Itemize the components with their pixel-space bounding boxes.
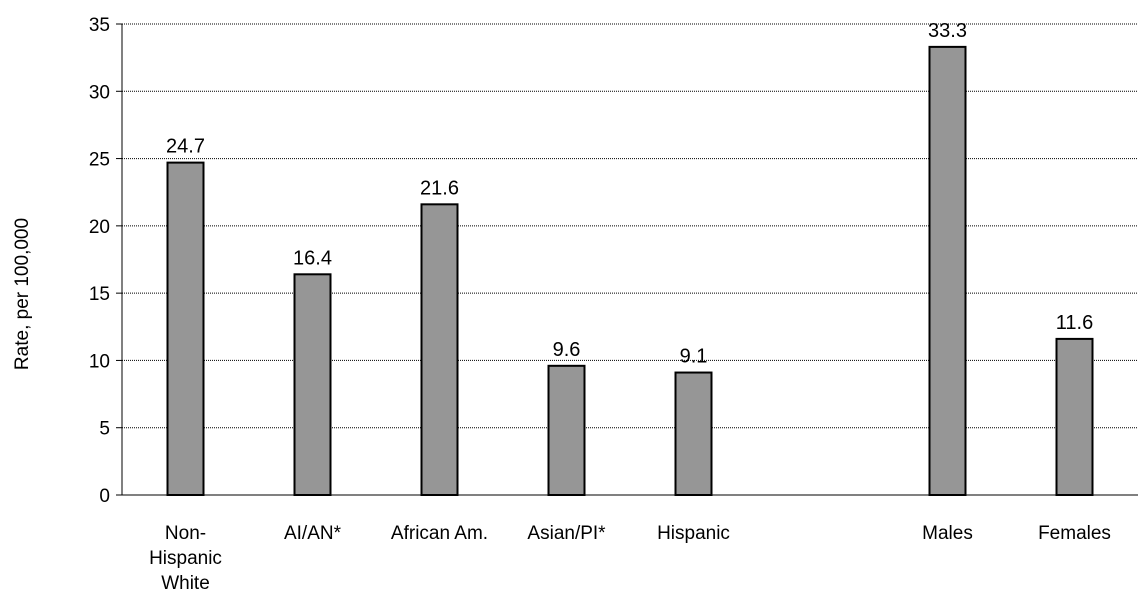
bar [674,371,713,497]
data-label: 24.7 [166,136,205,158]
bar [547,364,586,496]
x-tick-label: Non- [165,523,206,544]
x-tick-label: White [161,573,210,594]
y-tick-label: 25 [89,150,110,171]
x-tick-label: AI/AN* [284,523,342,544]
axes: 0 5 10 15 20 25 30 35 [89,15,1138,507]
x-tick-label: African Am. [391,523,488,544]
x-tick-label: Females [1038,523,1111,544]
y-axis-title: Rate, per 100,000 [12,218,33,370]
data-label: 9.1 [680,346,708,368]
bar [166,161,205,496]
y-tick-label: 10 [89,351,110,372]
data-label: 16.4 [293,247,332,269]
x-tick-label: Males [922,523,973,544]
bar [293,273,332,496]
y-tick-label: 20 [89,217,110,238]
y-tick-label: 5 [99,419,110,440]
y-tick-label: 0 [99,486,110,507]
bar [928,45,967,497]
y-tick-label: 30 [89,82,110,103]
x-tick-label: Hispanic [149,548,222,569]
data-label: 33.3 [928,20,967,42]
bar [1055,337,1094,497]
data-label: 9.6 [553,339,581,361]
data-label: 21.6 [420,177,459,199]
x-tick-label: Asian/PI* [527,523,606,544]
labels: 24.7 Non- Hispanic White 16.4 AI/AN* 21.6 Afric… [149,20,1111,594]
bars [166,45,1094,497]
bar [420,203,459,496]
y-tick-label: 15 [89,284,110,305]
y-tick-label: 35 [89,15,110,36]
x-tick-label: Hispanic [657,523,730,544]
data-label: 11.6 [1056,312,1093,334]
gridlines [122,23,1138,429]
